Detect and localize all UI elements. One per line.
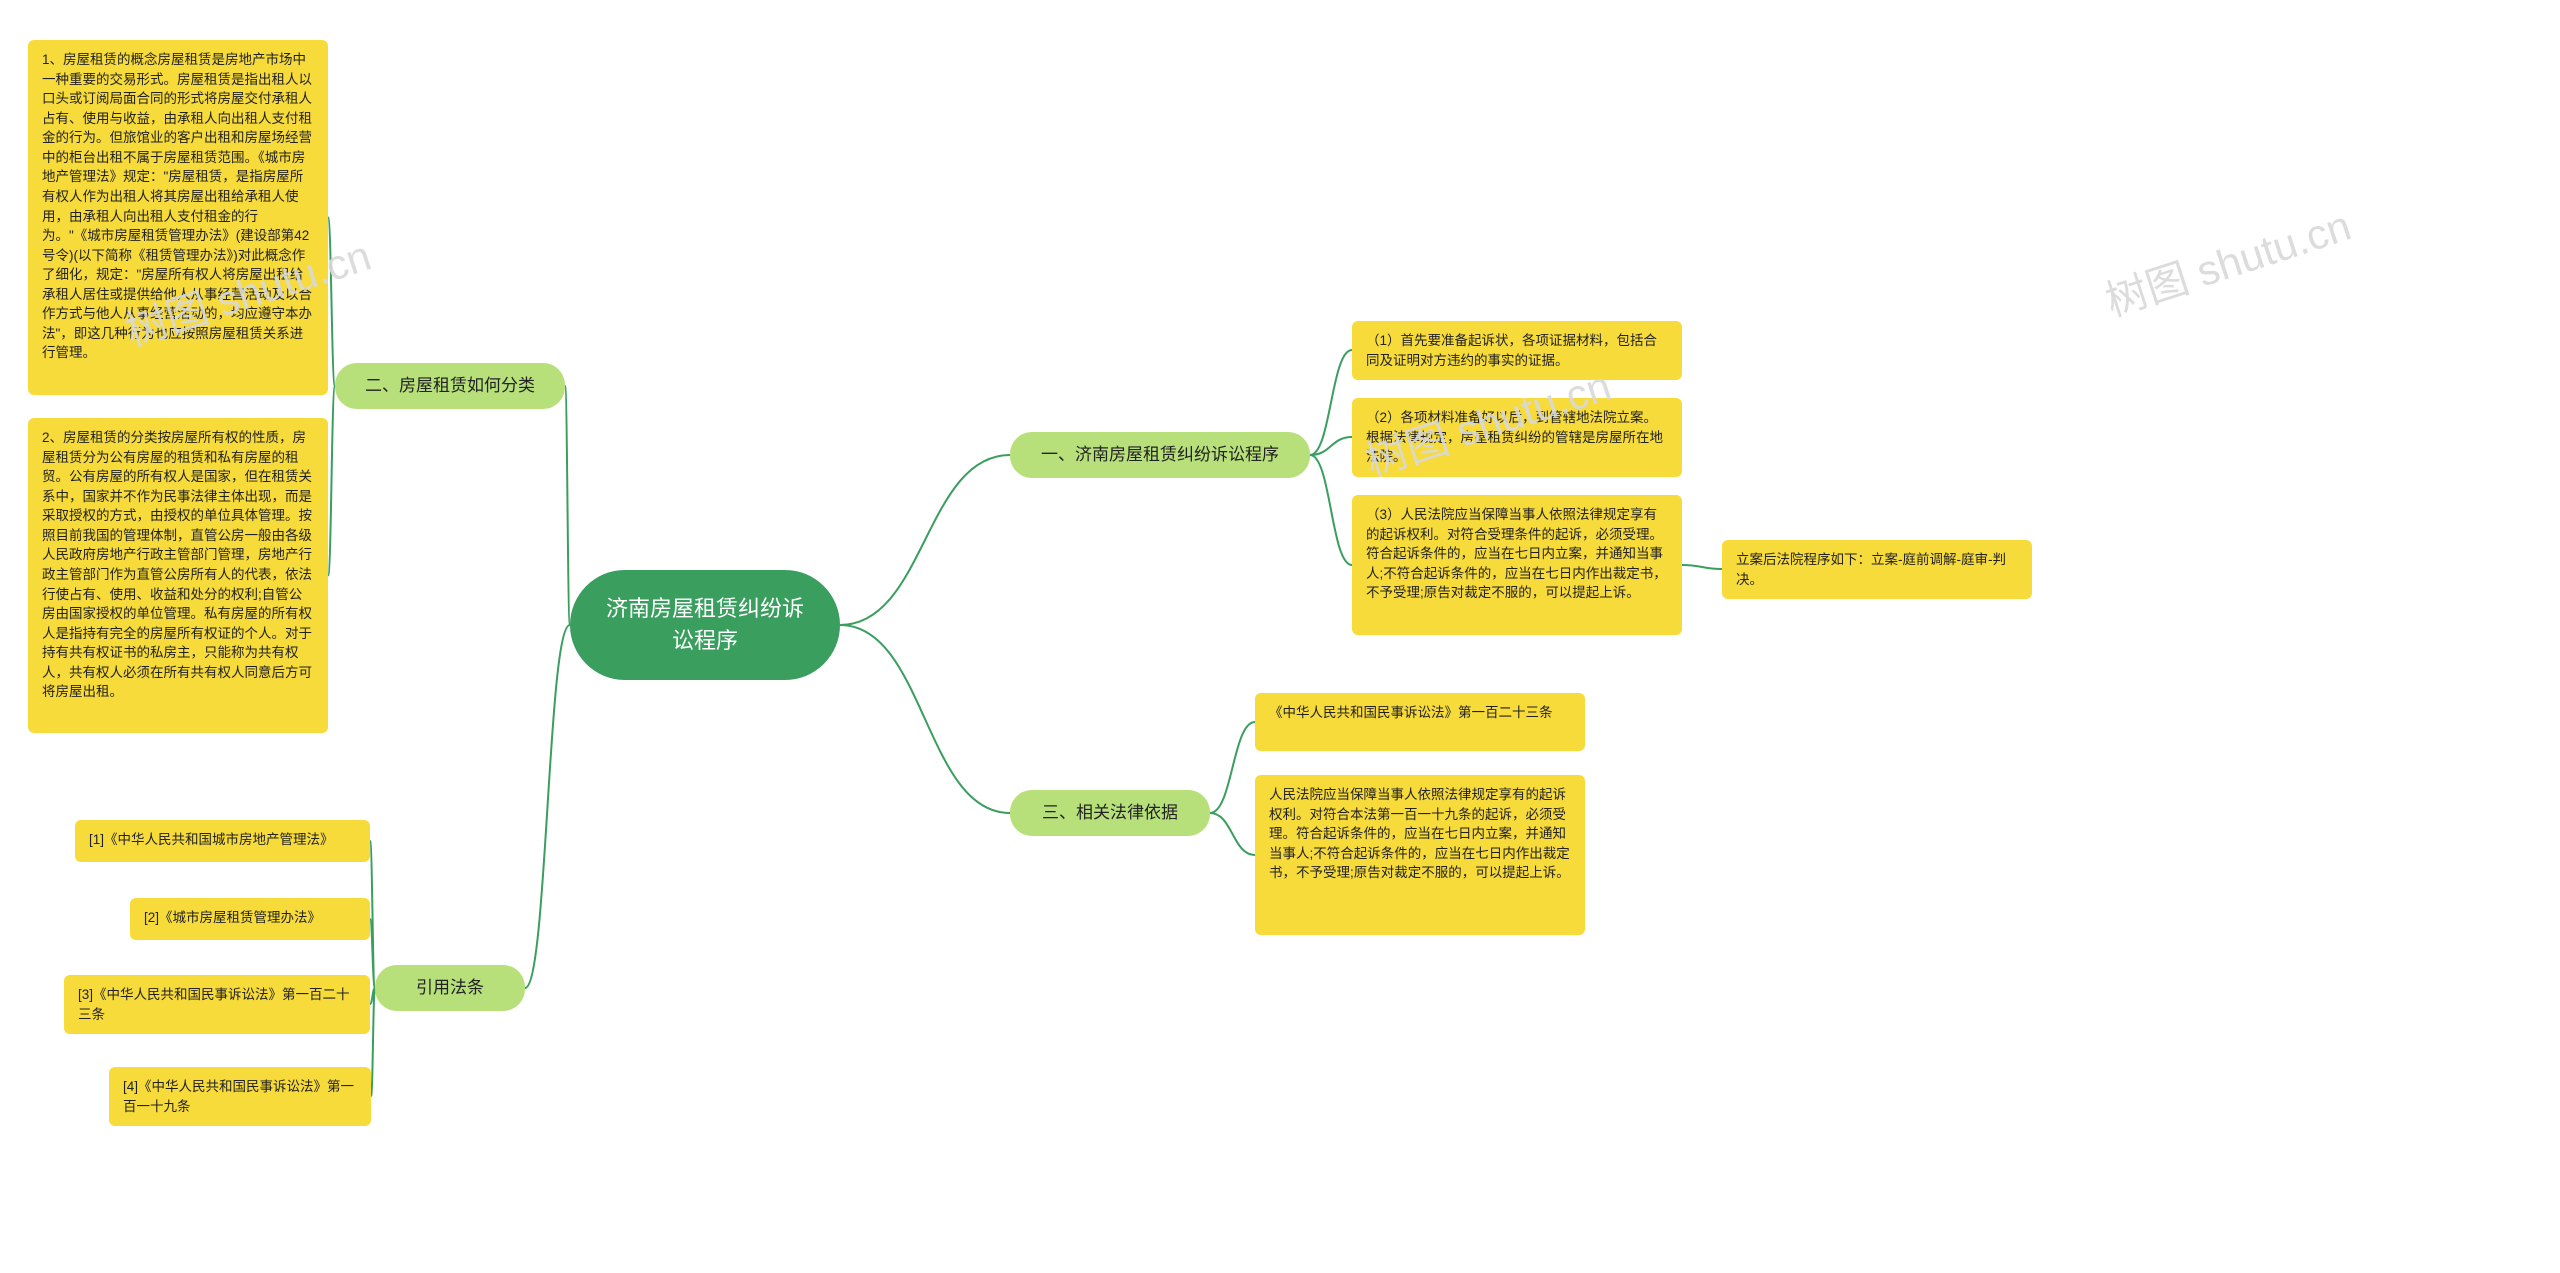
branch-b1[interactable]: 一、济南房屋租赁纠纷诉讼程序 xyxy=(1010,432,1310,478)
branch-b4[interactable]: 引用法条 xyxy=(375,965,525,1011)
leaf-b1-1[interactable]: （2）各项材料准备好以后，到管辖地法院立案。根据法律规定，房屋租赁纠纷的管辖是房… xyxy=(1352,398,1682,477)
leaf-b4-1[interactable]: [2]《城市房屋租赁管理办法》 xyxy=(130,898,370,940)
leaf-b1-0[interactable]: （1）首先要准备起诉状，各项证据材料，包括合同及证明对方违约的事实的证据。 xyxy=(1352,321,1682,380)
leaf-b4-0[interactable]: [1]《中华人民共和国城市房地产管理法》 xyxy=(75,820,370,862)
leaf-b1-2[interactable]: （3）人民法院应当保障当事人依照法律规定享有的起诉权利。对符合受理条件的起诉，必… xyxy=(1352,495,1682,635)
leaf-b2-0[interactable]: 1、房屋租赁的概念房屋租赁是房地产市场中一种重要的交易形式。房屋租赁是指出租人以… xyxy=(28,40,328,395)
leaf-b4-3[interactable]: [4]《中华人民共和国民事诉讼法》第一百一十九条 xyxy=(109,1067,371,1126)
branch-b2[interactable]: 二、房屋租赁如何分类 xyxy=(335,363,565,409)
root-node[interactable]: 济南房屋租赁纠纷诉讼程序 xyxy=(570,570,840,680)
leaf-b1-2-0[interactable]: 立案后法院程序如下：立案-庭前调解-庭审-判决。 xyxy=(1722,540,2032,599)
watermark: 树图 shutu.cn xyxy=(2097,192,2358,329)
branch-b3[interactable]: 三、相关法律依据 xyxy=(1010,790,1210,836)
connectors-svg xyxy=(0,0,2560,1273)
leaf-b3-1[interactable]: 人民法院应当保障当事人依照法律规定享有的起诉权利。对符合本法第一百一十九条的起诉… xyxy=(1255,775,1585,935)
leaf-b2-1[interactable]: 2、房屋租赁的分类按房屋所有权的性质，房屋租赁分为公有房屋的租赁和私有房屋的租贸… xyxy=(28,418,328,733)
leaf-b4-2[interactable]: [3]《中华人民共和国民事诉讼法》第一百二十三条 xyxy=(64,975,370,1034)
leaf-b3-0[interactable]: 《中华人民共和国民事诉讼法》第一百二十三条 xyxy=(1255,693,1585,751)
